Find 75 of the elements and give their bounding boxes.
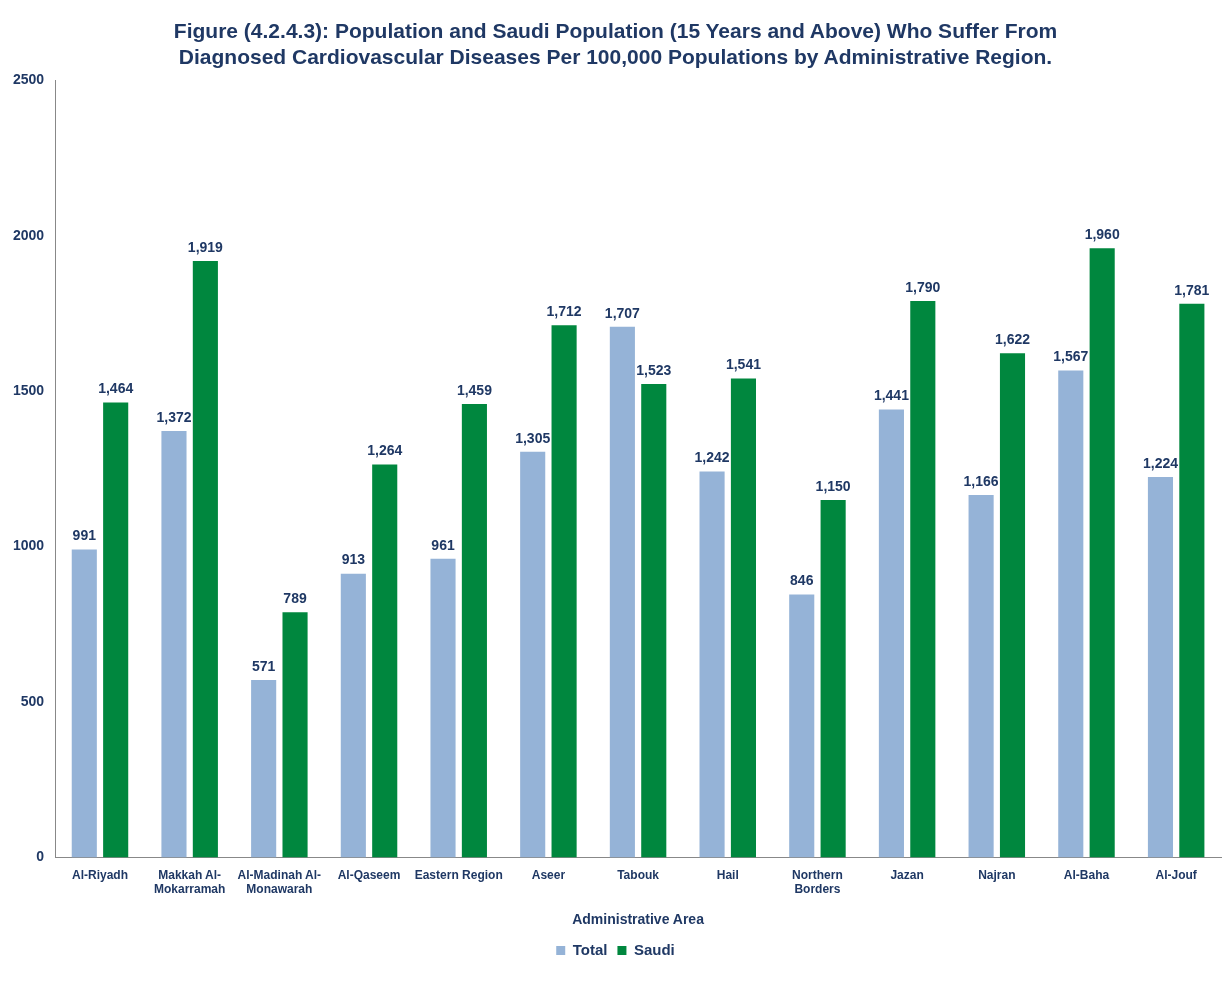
x-tick-label: Al-Riyadh [71,867,128,882]
x-tick-label: Aseer [531,867,566,882]
data-label: 913 [341,551,366,568]
bar [251,679,277,858]
x-axis-title: Administrative Area [572,911,705,928]
data-label: 1,372 [156,408,192,425]
bar [551,325,577,858]
data-label: 1,781 [1174,281,1210,298]
y-tick-label: 500 [20,692,45,709]
bar [910,301,936,858]
data-label: 1,707 [604,304,641,321]
x-tick-label: Hail [716,867,739,882]
bar [820,499,846,858]
legend-label: Saudi [633,940,675,958]
data-label: 991 [72,527,97,544]
y-tick-label: 1000 [12,537,45,554]
bar [161,430,187,858]
x-tick-label: Al-Baha [1063,867,1110,882]
bar [192,260,218,858]
data-label: 1,305 [515,429,551,446]
data-label: 1,464 [98,380,134,397]
data-label: 571 [251,657,276,674]
x-tick-label: Northern Borders [792,867,843,897]
data-label: 846 [790,572,814,589]
data-label: 1,919 [187,238,224,255]
bar [71,549,97,858]
bar [1058,370,1084,858]
x-tick-label: Tabouk [617,867,660,882]
bar [340,573,366,858]
bar [430,558,456,858]
data-label: 789 [283,590,307,607]
bar [461,403,487,858]
data-label: 961 [431,536,455,553]
data-label: 1,622 [994,331,1031,348]
data-label: 1,567 [1053,348,1089,365]
x-tick-label: Jazan [890,867,924,882]
bar [968,495,994,858]
bar [1179,303,1205,858]
x-tick-label: Makkah Al-Mokarramah [153,867,226,897]
data-label: 1,242 [694,449,730,466]
data-label: 1,790 [905,278,941,295]
data-label: 1,166 [963,472,999,489]
x-tick-label: Al-Jouf [1155,867,1198,882]
bar [730,378,756,858]
bar [372,464,398,858]
data-label: 1,264 [367,442,403,459]
y-tick-label: 2500 [12,71,45,88]
bar [999,353,1026,858]
data-label: 1,441 [873,387,910,404]
bar [103,402,129,858]
bar [641,384,667,858]
x-tick-label: Al-Qaseem [337,867,401,882]
y-tick-label: 2000 [12,226,45,243]
data-label: 1,523 [636,361,672,378]
data-label: 1,712 [546,303,582,320]
x-tick-label: Eastern Region [414,867,503,882]
bar [282,612,308,858]
legend-label: Total [572,940,608,958]
data-label: 1,150 [815,477,851,494]
bar [1147,476,1174,858]
chart-title: Figure (4.2.4.3): Population and Saudi Population (15 Years and Above) Who Suffer From Diagnosed Cardiovascular Diseases Per 100,000 Populations by Administrative Region. [173,19,1058,68]
x-tick-label: Al-Madinah Al-Monawarah [237,867,322,897]
bar [789,594,815,858]
data-label: 1,459 [456,381,493,398]
bar [609,326,635,858]
data-label: 1,224 [1142,454,1179,471]
data-label: 1,541 [725,356,762,373]
bar [520,451,546,858]
data-label: 1,960 [1084,226,1120,243]
x-tick-label: Najran [978,867,1016,882]
bar [878,409,904,858]
y-tick-label: 1500 [12,382,45,399]
y-tick-label: 0 [36,848,45,865]
bar [1089,248,1115,858]
bar [699,471,725,858]
